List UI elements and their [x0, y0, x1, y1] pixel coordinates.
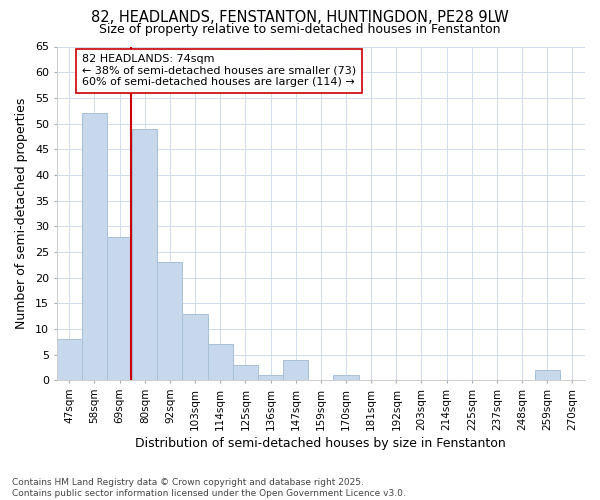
Text: Contains HM Land Registry data © Crown copyright and database right 2025.
Contai: Contains HM Land Registry data © Crown c… [12, 478, 406, 498]
Bar [82, 114, 107, 380]
Bar [182, 314, 208, 380]
Text: 82, HEADLANDS, FENSTANTON, HUNTINGDON, PE28 9LW: 82, HEADLANDS, FENSTANTON, HUNTINGDON, P… [91, 10, 509, 25]
Bar [157, 262, 182, 380]
Bar [107, 236, 132, 380]
Bar [57, 339, 82, 380]
Text: 82 HEADLANDS: 74sqm
← 38% of semi-detached houses are smaller (73)
60% of semi-d: 82 HEADLANDS: 74sqm ← 38% of semi-detach… [82, 54, 356, 88]
Bar [283, 360, 308, 380]
Y-axis label: Number of semi-detached properties: Number of semi-detached properties [15, 98, 28, 329]
Bar [258, 375, 283, 380]
Bar [535, 370, 560, 380]
X-axis label: Distribution of semi-detached houses by size in Fenstanton: Distribution of semi-detached houses by … [136, 437, 506, 450]
Text: Size of property relative to semi-detached houses in Fenstanton: Size of property relative to semi-detach… [99, 22, 501, 36]
Bar [208, 344, 233, 380]
Bar [233, 365, 258, 380]
Bar [132, 128, 157, 380]
Bar [334, 375, 359, 380]
